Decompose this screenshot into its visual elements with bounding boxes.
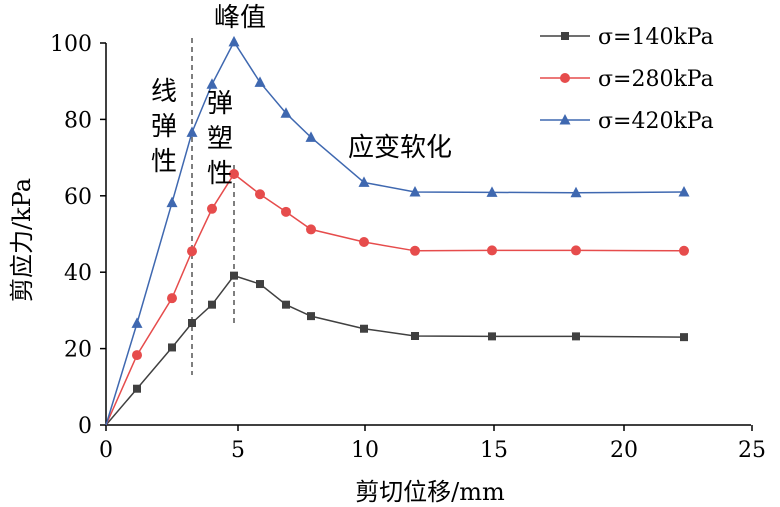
x-tick-label: 20 (610, 438, 638, 463)
reference-lines (191, 38, 235, 375)
x-axis-title: 剪切位移/mm (355, 478, 505, 506)
data-point-triangle (570, 186, 582, 198)
series-layer (105, 35, 690, 426)
data-point-triangle (358, 176, 370, 187)
data-point-circle (132, 350, 142, 361)
data-point-circle (359, 237, 369, 248)
data-point-circle (571, 245, 581, 256)
data-point-circle (207, 203, 217, 214)
data-point-circle (187, 246, 197, 257)
x-tick-label: 25 (738, 438, 766, 463)
y-tick-label: 80 (64, 108, 92, 133)
data-point-triangle (166, 196, 178, 208)
data-point-square (360, 324, 368, 333)
data-point-triangle (559, 114, 571, 125)
data-point-triangle (486, 186, 498, 197)
x-tick-label: 15 (480, 438, 508, 463)
legend-item: σ=420kPa (540, 109, 714, 134)
data-point-triangle (206, 78, 218, 89)
x-tick-label: 5 (231, 438, 245, 463)
data-point-triangle (305, 131, 317, 142)
legend-label: σ=420kPa (598, 109, 714, 134)
data-point-square (561, 32, 569, 40)
data-point-circle (281, 206, 291, 217)
y-tick-label: 60 (64, 185, 92, 210)
data-point-triangle (254, 76, 266, 87)
data-point-square (188, 319, 196, 328)
data-point-circle (306, 224, 316, 235)
annotation-linear-elastic-char: 性 (151, 147, 177, 177)
y-tick-label: 100 (50, 32, 92, 57)
data-point-square (411, 331, 419, 340)
legend-item: σ=140kPa (540, 25, 714, 50)
annotation-elastoplastic-char: 性 (207, 159, 233, 189)
data-point-circle (167, 293, 177, 304)
series-line (105, 172, 685, 426)
data-point-square (230, 271, 238, 280)
series-0 (105, 271, 688, 426)
data-point-square (307, 312, 315, 321)
legend-label: σ=280kPa (598, 67, 714, 92)
data-point-square (133, 384, 141, 393)
y-axis-title: 剪应力/kPa (8, 178, 36, 302)
data-point-square (488, 332, 496, 341)
annotation-linear-elastic-char: 弹 (151, 112, 177, 142)
axes: 0 5 10 15 20 25 0 20 40 60 80 100 剪切位移/mm 剪应力/kPa (8, 32, 766, 506)
data-point-circle (560, 73, 570, 83)
annotation-peak: 峰值 (214, 3, 266, 33)
annotation-elastoplastic-char: 弹 (207, 89, 233, 119)
data-point-square (680, 333, 688, 342)
series-line (105, 274, 685, 426)
data-point-square (208, 300, 216, 309)
data-point-triangle (186, 126, 198, 137)
series-2 (105, 35, 690, 426)
y-tick-label: 0 (78, 414, 92, 439)
annotation-elastoplastic-char: 塑 (207, 124, 233, 154)
data-point-square (282, 300, 290, 309)
data-point-circle (255, 189, 265, 200)
y-tick-label: 40 (64, 261, 92, 286)
series-1 (105, 169, 689, 426)
data-point-circle (679, 245, 689, 256)
series-line (105, 40, 685, 426)
data-point-triangle (678, 185, 690, 197)
data-point-triangle (228, 35, 240, 47)
data-point-triangle (131, 317, 143, 328)
legend-label: σ=140kPa (598, 25, 714, 50)
data-point-circle (487, 245, 497, 256)
annotation-strain-softening: 应变软化 (348, 133, 452, 163)
legend: σ=140kPa σ=280kPa σ=420kPa (540, 25, 714, 134)
annotation-linear-elastic-char: 线 (151, 77, 177, 107)
data-point-triangle (409, 185, 421, 197)
data-point-triangle (280, 107, 292, 118)
data-point-square (572, 332, 580, 341)
legend-item: σ=280kPa (540, 67, 714, 92)
data-point-circle (229, 169, 239, 180)
data-point-square (256, 280, 264, 289)
data-point-circle (410, 245, 420, 256)
data-point-square (168, 343, 176, 352)
x-tick-label: 10 (351, 438, 379, 463)
x-tick-label: 0 (99, 438, 113, 463)
y-tick-label: 20 (64, 338, 92, 363)
